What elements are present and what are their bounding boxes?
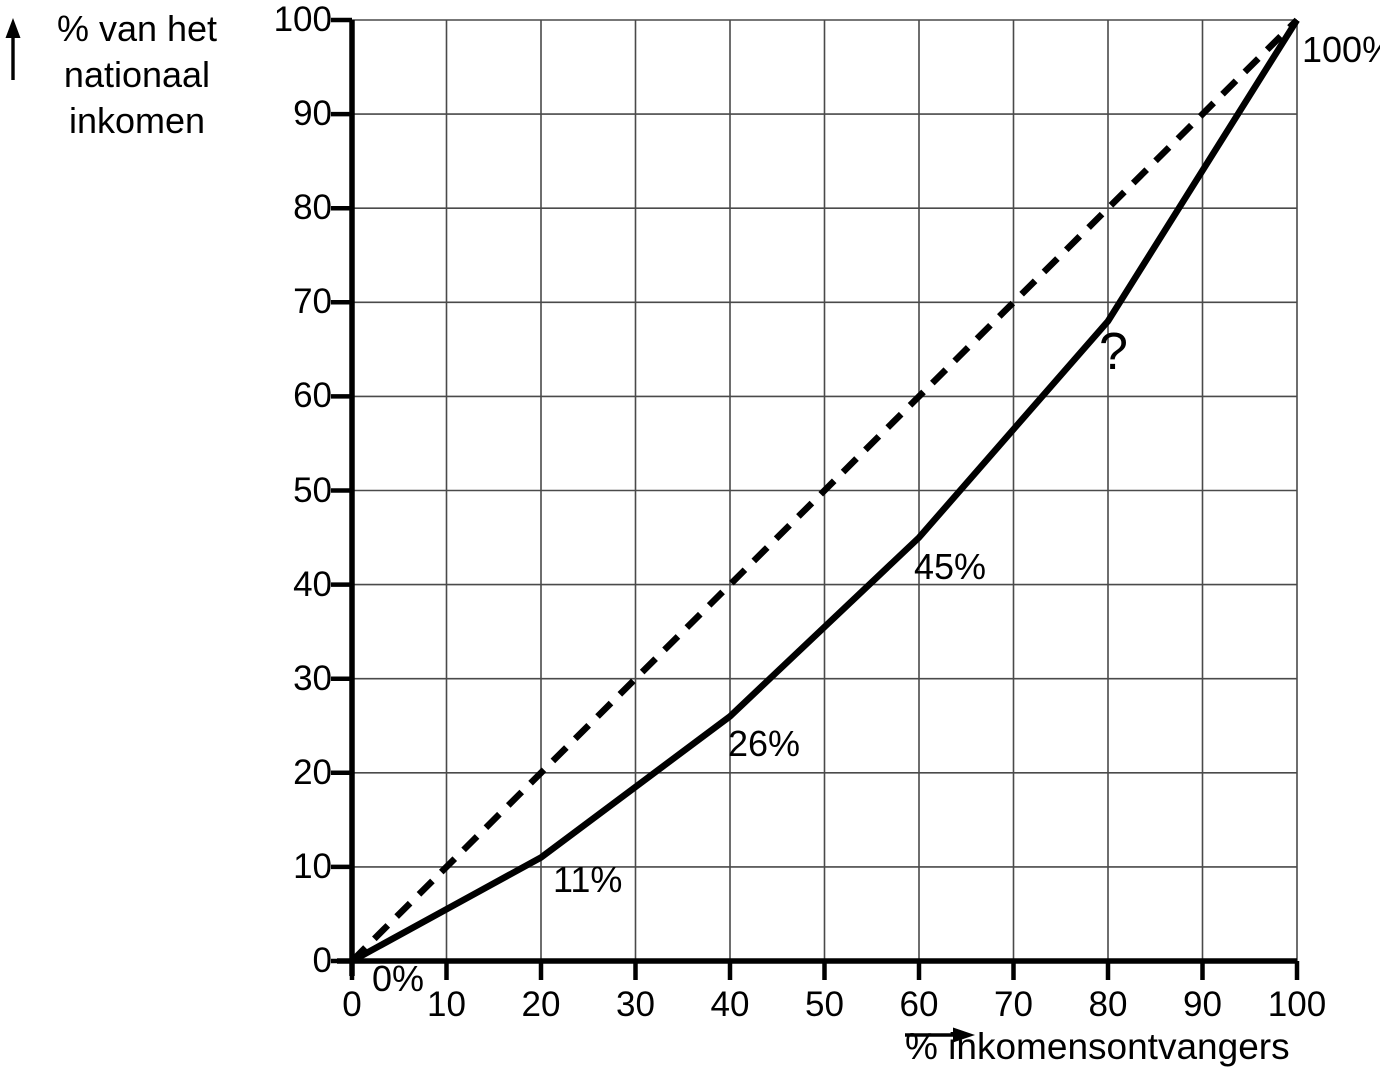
x-tick-label: 30 (616, 985, 655, 1024)
up-arrow-icon (5, 18, 21, 80)
x-tick-label: 60 (899, 985, 939, 1024)
x-tick-label: 10 (427, 985, 466, 1024)
x-tick-label: 90 (1183, 985, 1222, 1024)
right-arrow-icon (905, 1027, 975, 1043)
y-tick-label: 0 (312, 941, 332, 980)
y-tick-label: 100 (273, 0, 332, 39)
point-label: 100% (1302, 29, 1380, 70)
equality-diagonal-line (349, 17, 1300, 964)
y-axis-title: % van het nationaal inkomen (0, 6, 274, 144)
x-tick-label: 20 (521, 985, 561, 1024)
x-axis-title-text: % inkomensontvangers (905, 1026, 1290, 1067)
y-tick-label: 20 (293, 752, 332, 792)
point-label: 11% (553, 859, 623, 901)
y-tick-label: 70 (293, 282, 332, 322)
x-tick-label: 50 (805, 985, 844, 1024)
axes (331, 17, 1300, 980)
x-tick-label: 100 (1267, 985, 1327, 1024)
x-axis-title: % inkomensontvangers (905, 1026, 1290, 1068)
lorenz-curve-line (350, 18, 1300, 964)
y-axis-title-line-1: % van het (56, 8, 218, 49)
y-tick-label: 90 (293, 94, 332, 134)
y-tick-label: 50 (293, 470, 332, 510)
point-label: 45% (914, 545, 987, 587)
x-tick-label: 0 (342, 985, 362, 1024)
y-tick-label: 40 (293, 564, 332, 604)
y-tick-label: 60 (293, 376, 332, 416)
x-tick-label: 40 (710, 985, 750, 1024)
y-axis-title-line-2: nationaal inkomen (63, 54, 211, 141)
y-tick-label: 10 (293, 846, 332, 886)
point-label: ? (1099, 323, 1128, 382)
y-tick-label: 30 (293, 658, 332, 698)
point-label: 0% (372, 958, 425, 999)
point-label: 26% (728, 723, 801, 765)
gridlines (352, 19, 1298, 961)
x-tick-label: 70 (994, 985, 1033, 1024)
y-tick-label: 80 (293, 188, 332, 228)
x-tick-label: 80 (1088, 985, 1128, 1024)
